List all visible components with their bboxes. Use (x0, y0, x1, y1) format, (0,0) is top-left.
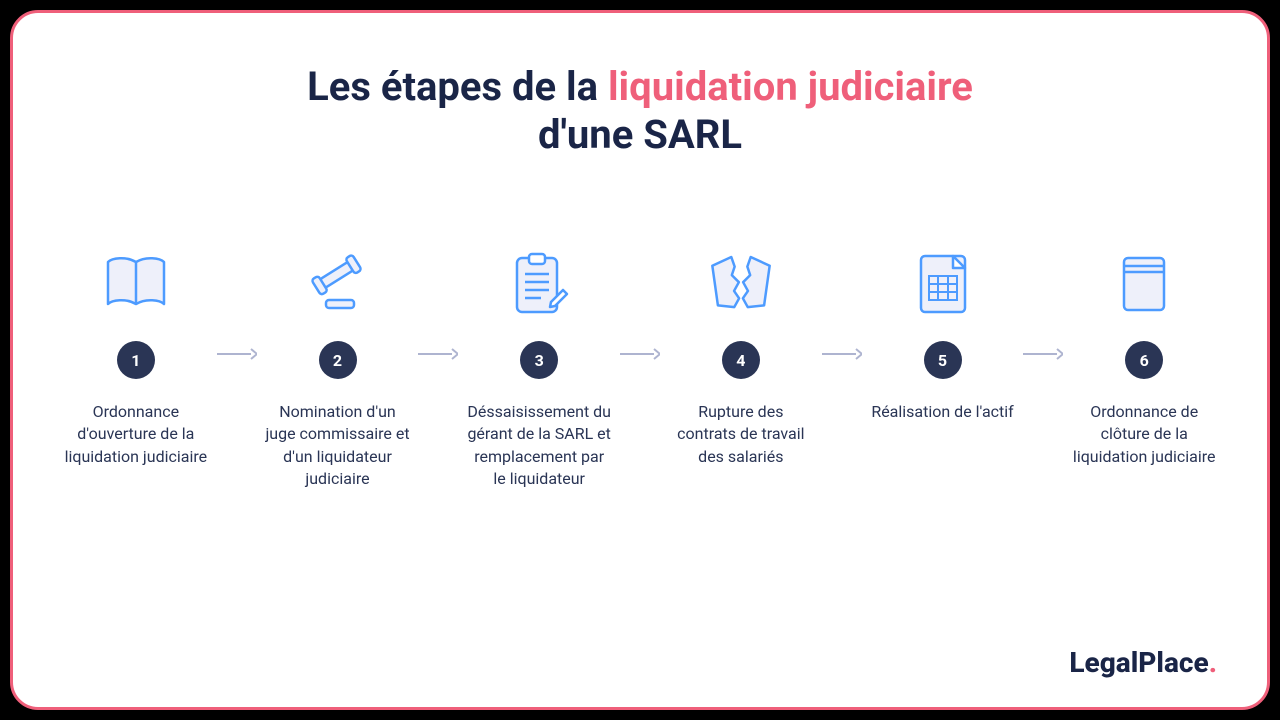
step-badge-1: 1 (117, 341, 155, 379)
arrow-icon (822, 347, 862, 361)
arrow-icon (217, 347, 257, 361)
step-badge-2: 2 (319, 341, 357, 379)
infographic-card: Les étapes de la liquidation judiciaire … (10, 10, 1270, 710)
step-label-5: Réalisation de l'actif (871, 401, 1013, 423)
step-badge-5: 5 (924, 341, 962, 379)
steps-row: 1 Ordonnance d'ouverture de la liquidati… (63, 239, 1217, 491)
step-badge-3: 3 (520, 341, 558, 379)
title-accent: liquidation judiciaire (608, 63, 973, 110)
step-label-4: Rupture des contrats de travail des sala… (668, 401, 814, 468)
spreadsheet-icon (903, 239, 983, 329)
folder-icon (1104, 239, 1184, 329)
clipboard-icon (499, 239, 579, 329)
step-1: 1 Ordonnance d'ouverture de la liquidati… (63, 239, 209, 468)
step-6: 6 Ordonnance de clôture de la liquidatio… (1071, 239, 1217, 468)
arrow-icon (418, 347, 458, 361)
step-badge-6: 6 (1125, 341, 1163, 379)
logo-dot: . (1209, 646, 1217, 679)
step-5: 5 Réalisation de l'actif (870, 239, 1016, 423)
step-label-2: Nomination d'un juge commissaire et d'un… (265, 401, 411, 491)
step-2: 2 Nomination d'un juge commissaire et d'… (265, 239, 411, 491)
brand-logo: LegalPlace. (1069, 646, 1217, 679)
step-label-3: Déssaisissement du gérant de la SARL et … (466, 401, 612, 491)
title-prefix: Les étapes de la (307, 63, 608, 110)
page-title: Les étapes de la liquidation judiciaire … (63, 63, 1217, 159)
logo-name: LegalPlace (1069, 646, 1208, 679)
gavel-icon (298, 239, 378, 329)
step-3: 3 Déssaisissement du gérant de la SARL e… (466, 239, 612, 491)
torn-paper-icon (701, 239, 781, 329)
title-suffix: d'une SARL (538, 111, 742, 158)
arrow-icon (620, 347, 660, 361)
book-icon (96, 239, 176, 329)
step-badge-4: 4 (722, 341, 760, 379)
arrow-icon (1023, 347, 1063, 361)
step-label-6: Ordonnance de clôture de la liquidation … (1071, 401, 1217, 468)
step-4: 4 Rupture des contrats de travail des sa… (668, 239, 814, 468)
step-label-1: Ordonnance d'ouverture de la liquidation… (63, 401, 209, 468)
